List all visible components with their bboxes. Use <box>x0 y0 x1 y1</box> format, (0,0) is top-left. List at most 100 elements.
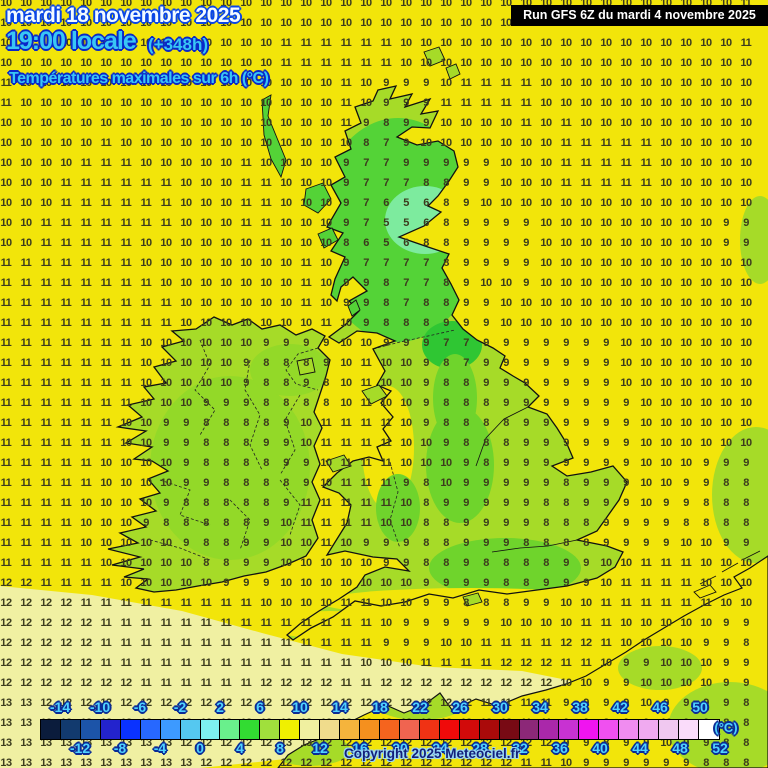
temperature-value: 10 <box>400 457 412 469</box>
temperature-value: 11 <box>520 757 532 768</box>
temperature-value: 10 <box>120 77 132 89</box>
temperature-value: 12 <box>320 697 332 709</box>
temperature-value: 10 <box>680 337 692 349</box>
scale-color-cell <box>519 720 540 739</box>
scale-color-cell <box>160 720 181 739</box>
temperature-value: 10 <box>500 157 512 169</box>
temperature-value: 9 <box>523 357 529 369</box>
temperature-value: 12 <box>400 697 412 709</box>
temperature-value: 10 <box>580 277 592 289</box>
temperature-value: 8 <box>743 697 749 709</box>
temperature-value: 10 <box>180 357 192 369</box>
temperature-value: 11 <box>100 137 112 149</box>
temperature-value: 10 <box>540 117 552 129</box>
temperature-value: 10 <box>180 37 192 49</box>
temperature-value: 9 <box>263 577 269 589</box>
temperature-value: 11 <box>40 437 52 449</box>
temperature-value: 11 <box>740 37 752 49</box>
temperature-value: 10 <box>300 317 312 329</box>
temperature-value: 10 <box>740 317 752 329</box>
temperature-value: 10 <box>740 137 752 149</box>
temperature-value: 10 <box>680 157 692 169</box>
temperature-value: 9 <box>523 457 529 469</box>
temperature-value: 11 <box>0 77 12 89</box>
temperature-value: 8 <box>343 237 349 249</box>
temperature-value: 11 <box>120 377 132 389</box>
temperature-value: 10 <box>260 57 272 69</box>
temperature-value: 9 <box>163 417 169 429</box>
temperature-value: 10 <box>260 297 272 309</box>
temperature-value: 7 <box>463 337 469 349</box>
temperature-value: 9 <box>283 457 289 469</box>
temperature-value: 10 <box>640 397 652 409</box>
temperature-value: 10 <box>220 317 232 329</box>
temperature-value: 8 <box>283 357 289 369</box>
temperature-value: 9 <box>443 437 449 449</box>
temperature-value: 11 <box>240 657 252 669</box>
temperature-value: 9 <box>263 437 269 449</box>
temperature-value: 11 <box>280 37 292 49</box>
temperature-value: 10 <box>20 237 32 249</box>
temperature-value: 11 <box>0 337 12 349</box>
temperature-value: 11 <box>80 257 92 269</box>
temperature-value: 11 <box>40 337 52 349</box>
temperature-value: 10 <box>460 57 472 69</box>
temperature-value: 10 <box>720 397 732 409</box>
temperature-value: 10 <box>640 377 652 389</box>
temperature-value: 11 <box>0 397 12 409</box>
temperature-value: 10 <box>20 17 32 29</box>
temperature-value: 12 <box>240 737 252 749</box>
temperature-value: 11 <box>140 677 152 689</box>
temperature-value: 10 <box>160 137 172 149</box>
temperature-value: 9 <box>403 557 409 569</box>
temperature-value: 10 <box>140 477 152 489</box>
scale-tick-label: -8 <box>113 740 127 756</box>
temperature-value: 10 <box>520 57 532 69</box>
temperature-value: 12 <box>60 597 72 609</box>
temperature-value: 11 <box>340 637 352 649</box>
temperature-value: 9 <box>583 417 589 429</box>
temperature-value: 10 <box>700 677 712 689</box>
temperature-value: 5 <box>383 237 389 249</box>
temperature-value: 12 <box>40 617 52 629</box>
temperature-value: 10 <box>140 57 152 69</box>
temperature-value: 11 <box>100 437 112 449</box>
scale-color-cell <box>120 720 141 739</box>
temperature-value: 10 <box>200 197 212 209</box>
temperature-value: 10 <box>40 137 52 149</box>
temperature-value: 8 <box>703 517 709 529</box>
temperature-value: 11 <box>60 177 72 189</box>
temperature-value: 10 <box>420 137 432 149</box>
temperature-value: 10 <box>740 357 752 369</box>
temperature-value: 11 <box>120 237 132 249</box>
temperature-value: 10 <box>220 197 232 209</box>
temperature-value: 8 <box>483 397 489 409</box>
temperature-value: 10 <box>180 377 192 389</box>
temperature-value: 12 <box>340 757 352 768</box>
temperature-value: 12 <box>120 677 132 689</box>
temperature-value: 11 <box>660 577 672 589</box>
temperature-value: 8 <box>463 397 469 409</box>
temperature-value: 10 <box>520 37 532 49</box>
temperature-value: 12 <box>360 737 372 749</box>
temperature-value: 9 <box>743 657 749 669</box>
temperature-value: 9 <box>743 237 749 249</box>
temperature-value: 11 <box>240 157 252 169</box>
temperature-value: 11 <box>640 177 652 189</box>
temperature-value: 10 <box>180 337 192 349</box>
temperature-value: 8 <box>603 737 609 749</box>
temperature-value: 9 <box>243 377 249 389</box>
temperature-value: 10 <box>200 277 212 289</box>
temperature-value: 12 <box>40 697 52 709</box>
temperature-value: 10 <box>220 117 232 129</box>
temperature-value: 10 <box>320 77 332 89</box>
temperature-value: 9 <box>683 697 689 709</box>
temperature-value: 9 <box>723 697 729 709</box>
temperature-value: 10 <box>500 57 512 69</box>
temperature-value: 10 <box>540 257 552 269</box>
temperature-value: 10 <box>160 457 172 469</box>
scale-color-cell <box>240 720 261 739</box>
temperature-value: 12 <box>100 677 112 689</box>
temperature-value: 9 <box>603 477 609 489</box>
